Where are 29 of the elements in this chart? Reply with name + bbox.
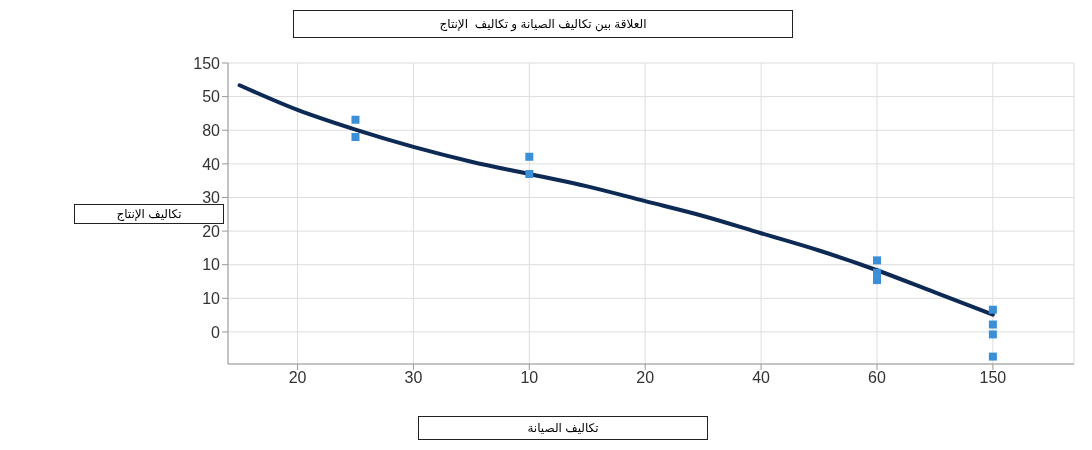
x-tick-label: 150: [979, 369, 1007, 387]
point: [988, 320, 997, 329]
x-tick-label: 30: [404, 369, 423, 387]
point: [351, 115, 360, 124]
x-tick-label: 20: [288, 369, 307, 387]
y-axis-title: تكاليف الإنتاج: [74, 204, 224, 225]
text: 80: [202, 121, 221, 139]
x-tick-label: 10: [520, 369, 539, 387]
point: [988, 330, 997, 339]
point: [351, 133, 360, 142]
text: 40: [202, 155, 221, 173]
point: [988, 352, 997, 361]
point: [872, 276, 881, 285]
x-axis-title: تكاليف الصيانة: [418, 416, 708, 440]
text: 50: [202, 88, 221, 106]
x-tick-label: 20: [636, 369, 655, 387]
text: 0: [211, 323, 221, 341]
text: 30: [202, 189, 221, 207]
point: [525, 152, 534, 161]
text: 20: [202, 222, 221, 240]
text: 10: [202, 289, 221, 307]
x-tick-label: 60: [868, 369, 886, 387]
point: [525, 170, 534, 179]
chart-title: العلاقة بين تكاليف الصيانة و تكاليف الإنتاج: [293, 10, 793, 38]
x-tick-label: 40: [752, 369, 771, 387]
point: [872, 256, 881, 265]
text: 150: [193, 54, 221, 72]
point: [988, 305, 997, 314]
text: 10: [202, 256, 221, 274]
